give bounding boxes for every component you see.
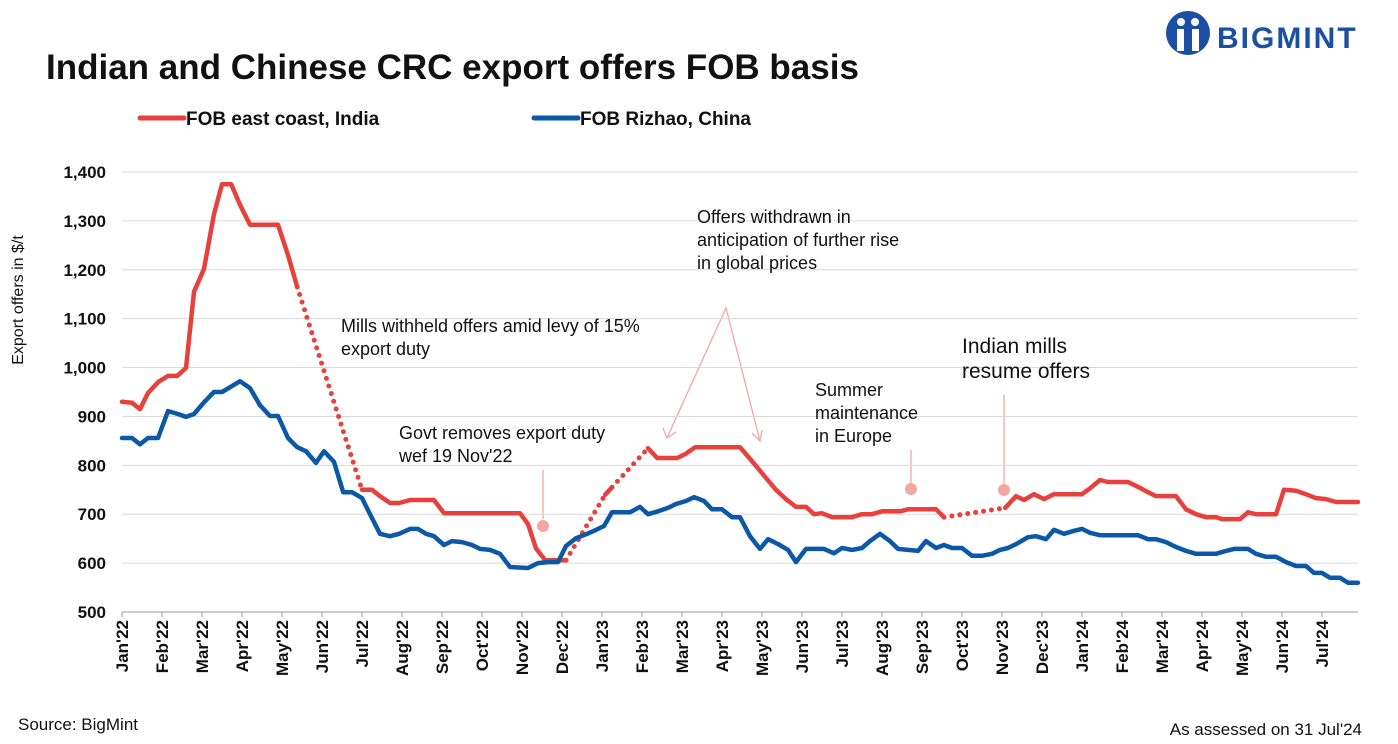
dot [905, 483, 917, 495]
x-tick-label: Dec'22 [553, 620, 572, 674]
line [1002, 477, 1361, 522]
y-tick-label: 500 [78, 603, 106, 622]
y-tick-label: 1,000 [63, 359, 106, 378]
x-tick-label: Apr'22 [233, 620, 252, 672]
x-tick-label: Feb'22 [153, 620, 172, 673]
annotation-text: in global prices [697, 253, 817, 273]
x-tick-label: Jan'23 [593, 620, 612, 672]
x-tick-label: Aug'22 [393, 620, 412, 676]
line [645, 444, 947, 520]
dotted-line [609, 445, 651, 490]
x-tick-label: Jul'24 [1313, 619, 1332, 667]
annotation-text: Govt removes export duty [399, 423, 605, 443]
dotted-line [941, 505, 1008, 520]
x-tick-label: Jul'22 [353, 620, 372, 668]
chart-title: Indian and Chinese CRC export offers FOB… [46, 48, 859, 87]
arrow-head [751, 429, 763, 443]
y-tick-label: 700 [78, 505, 106, 524]
arrow [666, 306, 761, 442]
x-tick-label: Nov'22 [513, 620, 532, 675]
logo-icon-bar [1177, 29, 1184, 51]
x-tick-label: Dec'23 [1033, 620, 1052, 674]
annotation-text: Indian mills [962, 335, 1067, 358]
y-axis-label: Export offers in $/t [10, 235, 27, 365]
x-tick-label: Mar'22 [193, 620, 212, 673]
x-tick-label: Apr'24 [1193, 619, 1212, 672]
y-tick-label: 900 [78, 407, 106, 426]
x-tick-label: Apr'23 [713, 620, 732, 672]
x-tick-label: May'23 [753, 620, 772, 676]
line [119, 378, 1361, 585]
annotation-text: wef 19 Nov'22 [398, 446, 513, 466]
x-tick-label: Aug'23 [873, 620, 892, 676]
annotation-text: export duty [341, 339, 430, 359]
annotation-text: anticipation of further rise [697, 230, 899, 250]
x-tick-label: May'24 [1233, 619, 1252, 676]
x-tick-label: Jun'24 [1273, 619, 1292, 673]
x-tick-label: Oct'22 [473, 620, 492, 671]
annotation-guides [542, 306, 1005, 519]
x-tick-label: Nov'23 [993, 620, 1012, 675]
x-tick-label: Sep'23 [913, 620, 932, 674]
logo-icon [1166, 11, 1210, 55]
x-tick-label: Mar'23 [673, 620, 692, 673]
line [119, 181, 300, 412]
x-tick-label: Oct'23 [953, 620, 972, 671]
x-tick-label: Feb'24 [1113, 619, 1132, 673]
annotation: Offers withdrawn in anticipation of furth… [697, 207, 899, 273]
annotation-text: Mills withheld offers amid levy of 15% [341, 316, 640, 336]
x-tick-label: Jul'23 [833, 620, 852, 668]
logo-icon-dot [1177, 18, 1185, 26]
x-tick-label: Sep'22 [433, 620, 452, 674]
y-tick-label: 1,100 [63, 310, 106, 329]
annotation: Mills withheld offers amid levy of 15% ex… [341, 316, 640, 359]
x-tick-label: May'22 [273, 620, 292, 676]
x-tick-label: Jun'23 [793, 620, 812, 673]
source: Source: BigMint [18, 715, 138, 734]
annotation-text: Offers withdrawn in [697, 207, 851, 227]
x-tick-label: Feb'23 [633, 620, 652, 673]
logo: BIGMINT [1166, 11, 1358, 55]
x-tick-label: Jan'22 [113, 620, 132, 672]
x-tick-label: Jun'22 [313, 620, 332, 673]
legend-label: FOB east coast, India [186, 109, 380, 130]
x-tick-label: Mar'24 [1153, 619, 1172, 673]
y-tick-label: 1,400 [63, 163, 106, 182]
logo-icon-bar [1192, 29, 1199, 51]
logo-text: BIGMINT [1217, 22, 1358, 55]
dot [998, 484, 1010, 496]
annotation-text: Summer [815, 380, 883, 400]
annotation: Summer maintenance in Europe [815, 380, 918, 446]
dotted-line [294, 284, 365, 493]
note: As assessed on 31 Jul'24 [1170, 720, 1362, 739]
annotation-text: maintenance [815, 403, 918, 423]
y-tick-label: 600 [78, 554, 106, 573]
legend-label: FOB Rizhao, China [580, 109, 751, 130]
annotation-dots [537, 483, 1010, 532]
annotation-text: in Europe [815, 426, 892, 446]
dotted-line [563, 492, 608, 563]
logo-icon-dot [1191, 18, 1199, 26]
annotation-text: resume offers [962, 360, 1090, 383]
y-tick-label: 800 [78, 456, 106, 475]
y-tick-label: 1,300 [63, 212, 106, 231]
annotation: Govt removes export duty wef 19 Nov'22 [398, 423, 605, 466]
x-tick-label: Jan'24 [1073, 619, 1092, 672]
line [359, 487, 569, 563]
dot [537, 520, 549, 532]
arrow-head [662, 427, 677, 439]
y-tick-label: 1,200 [63, 261, 106, 280]
